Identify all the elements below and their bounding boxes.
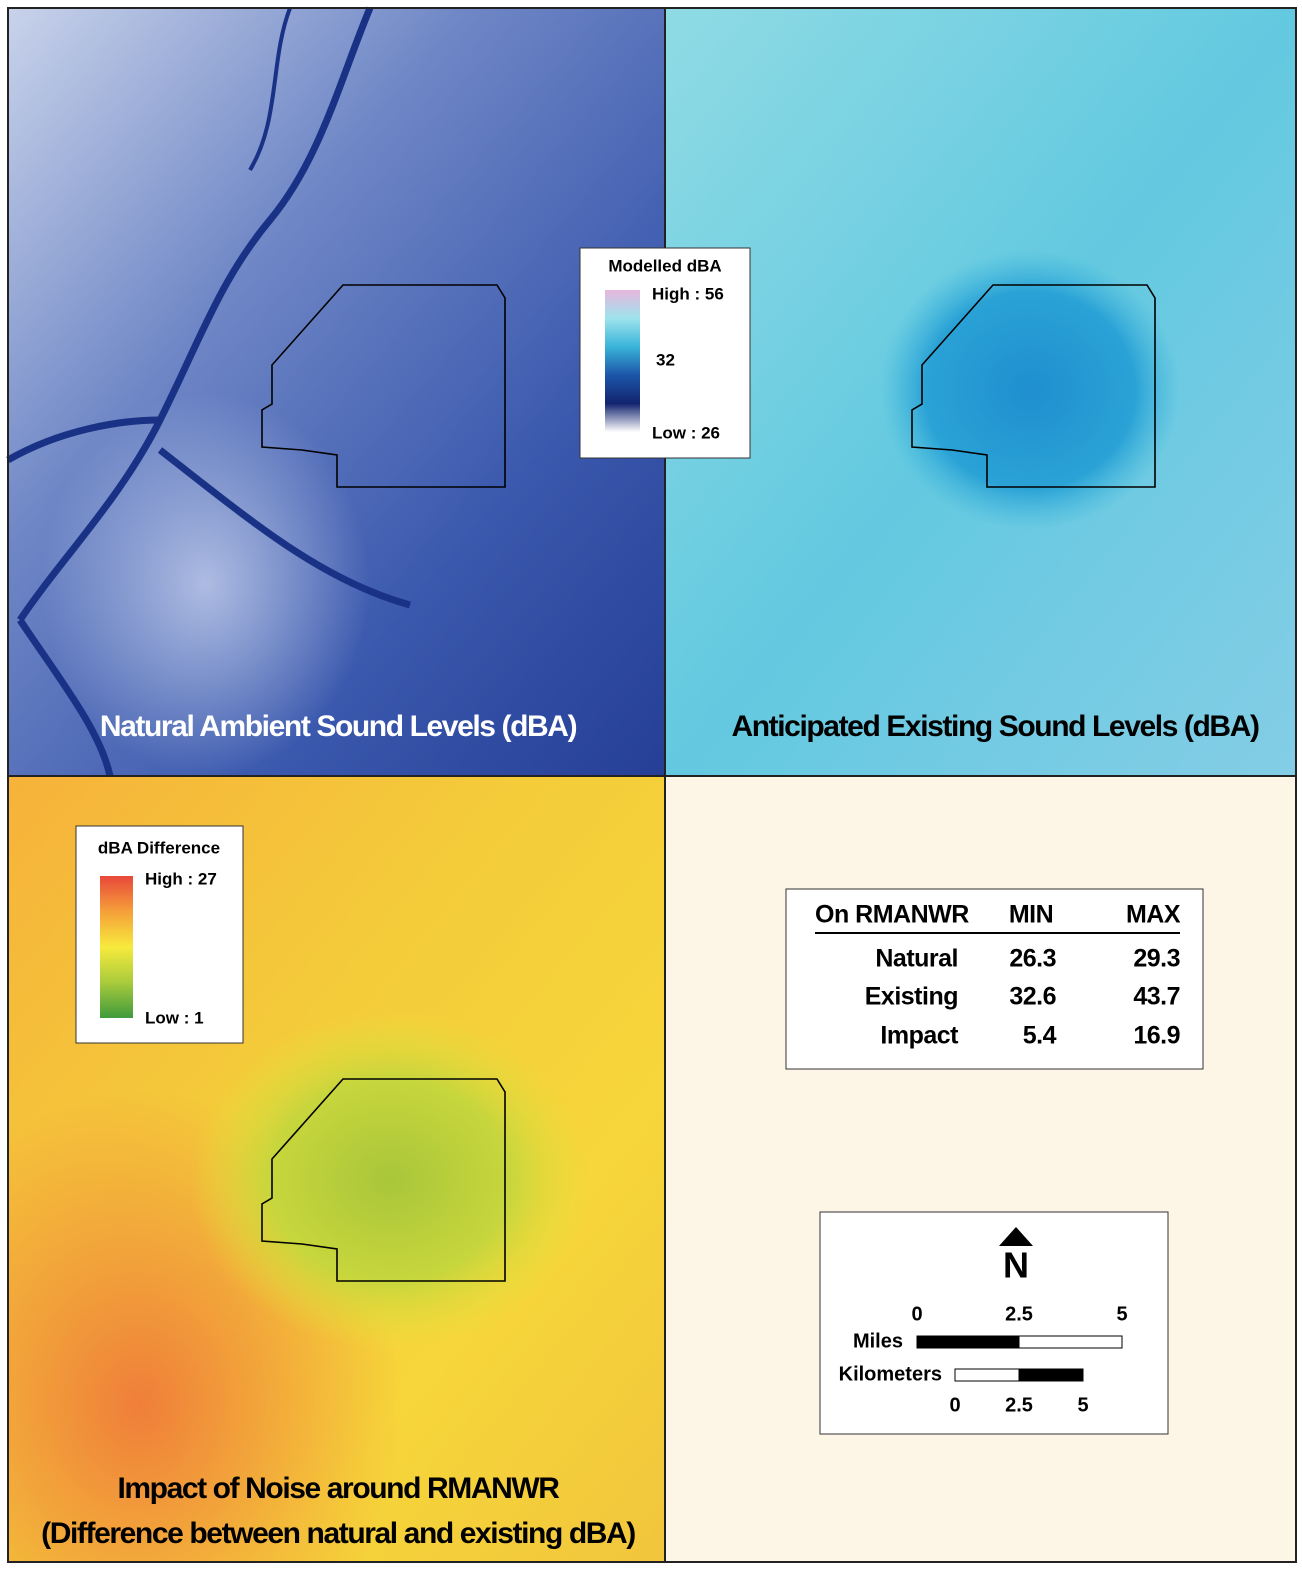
- legend-title: Modelled dBA: [608, 256, 721, 275]
- legend-label: High : 56: [652, 284, 724, 303]
- table-cell: 29.3: [1133, 945, 1180, 973]
- scale-tick-label: 2.5: [1005, 1394, 1033, 1416]
- scale-bar-segment: [955, 1369, 1019, 1381]
- legend-label: 32: [656, 350, 675, 369]
- legend-label: Low : 26: [652, 423, 720, 442]
- scale-unit: Miles: [853, 1330, 903, 1352]
- row-label: Impact: [880, 1022, 959, 1050]
- impact-map-center: [190, 1010, 590, 1350]
- table-header: MIN: [1009, 901, 1053, 929]
- table-cell: 32.6: [1009, 983, 1056, 1011]
- scale-tick-label: 5: [1077, 1394, 1088, 1416]
- scale-tick-label: 2.5: [1005, 1303, 1033, 1325]
- natural-map-shade: [8, 8, 665, 776]
- row-label: Natural: [875, 945, 958, 973]
- panel-title: Impact of Noise around RMANWR: [117, 1472, 560, 1505]
- map-figure: Natural Ambient Sound Levels (dBA) Antic…: [0, 0, 1302, 1566]
- table-header: On RMANWR: [815, 901, 969, 929]
- legend-title: dBA Difference: [98, 838, 220, 857]
- scale-bar-segment: [1019, 1336, 1122, 1348]
- table-cell: 5.4: [1023, 1022, 1057, 1050]
- scale-tick-label: 0: [949, 1394, 960, 1416]
- table-cell: 16.9: [1133, 1022, 1180, 1050]
- scale-tick-label: 5: [1116, 1303, 1127, 1325]
- row-label: Existing: [865, 983, 958, 1011]
- color-ramp: [100, 876, 133, 1018]
- panel-title: Natural Ambient Sound Levels (dBA): [100, 710, 577, 743]
- panel-subtitle: (Difference between natural and existing…: [41, 1517, 635, 1550]
- existing-map-shade: [880, 250, 1180, 530]
- legend-label: Low : 1: [145, 1008, 204, 1027]
- scale-tick-label: 0: [911, 1303, 922, 1325]
- table-header: MAX: [1126, 901, 1181, 929]
- legend-label: High : 27: [145, 869, 217, 888]
- scale-bar-segment: [1019, 1369, 1083, 1381]
- panel-title: Anticipated Existing Sound Levels (dBA): [731, 710, 1259, 743]
- table-cell: 43.7: [1133, 983, 1180, 1011]
- color-ramp: [605, 290, 640, 432]
- scale-bar-segment: [917, 1336, 1019, 1348]
- north-label: N: [1003, 1245, 1029, 1286]
- table-cell: 26.3: [1009, 945, 1056, 973]
- scale-unit: Kilometers: [839, 1363, 942, 1385]
